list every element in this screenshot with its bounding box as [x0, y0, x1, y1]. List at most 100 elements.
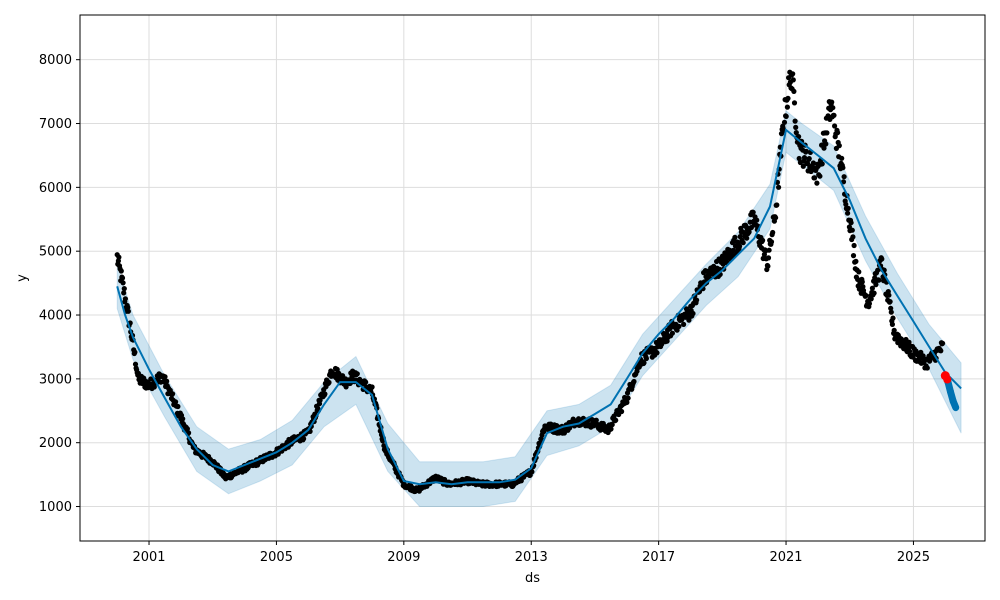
observed-point [120, 280, 126, 286]
observed-point [835, 130, 841, 136]
observed-point [781, 119, 788, 125]
observed-point [363, 379, 369, 385]
x-axis-ticks: 2001 2005 2009 2013 2017 2021 2025 [132, 541, 930, 565]
y-tick-label: 4000 [39, 309, 72, 324]
latest-observation-point [943, 375, 952, 384]
observed-point [690, 310, 696, 317]
forecast-trend-line [116, 128, 962, 486]
observed-point [866, 301, 873, 307]
observed-point [875, 267, 881, 273]
observed-point [801, 155, 808, 161]
observed-point [886, 292, 892, 298]
observed-point [806, 156, 812, 162]
observed-point [765, 255, 772, 261]
observed-point [792, 118, 798, 124]
observed-point [796, 155, 802, 162]
observed-point [132, 349, 138, 355]
observed-point [608, 426, 614, 432]
observed-point [744, 235, 750, 241]
observed-point [122, 296, 128, 302]
observed-point [760, 237, 766, 243]
y-axis-ticks: 1000 2000 3000 4000 5000 6000 7000 8000 [39, 53, 80, 515]
observed-point [793, 124, 799, 130]
observed-point [814, 180, 820, 186]
observed-point [774, 202, 780, 208]
x-tick-label: 2025 [897, 550, 930, 565]
observed-point [773, 215, 779, 221]
observed-point [162, 374, 168, 380]
observed-point [681, 321, 687, 327]
y-tick-label: 3000 [39, 372, 72, 387]
observed-point [770, 229, 776, 236]
observed-point [518, 478, 524, 484]
observed-point [164, 378, 170, 384]
observed-point [906, 339, 912, 345]
observed-point [750, 209, 756, 215]
y-axis-title: y [15, 274, 30, 282]
observed-point [790, 77, 796, 83]
x-tick-label: 2001 [132, 550, 165, 565]
observed-point [888, 305, 894, 311]
observed-point [860, 284, 866, 290]
observed-point [369, 384, 375, 390]
observed-point [843, 201, 849, 207]
observed-point [793, 130, 799, 136]
observed-point [170, 391, 176, 397]
observed-point [654, 350, 660, 356]
y-tick-label: 1000 [39, 500, 72, 515]
observed-point [132, 361, 139, 367]
y-tick-label: 8000 [39, 53, 72, 68]
observed-point [791, 100, 798, 106]
observed-point [938, 348, 944, 354]
observed-point [868, 296, 874, 302]
observed-point [848, 220, 854, 226]
observed-point [849, 227, 855, 233]
observed-point [776, 184, 782, 190]
observed-point [851, 242, 857, 249]
observed-point [812, 175, 818, 181]
observed-point [740, 240, 746, 246]
observed-point [876, 277, 882, 283]
observed-point [887, 299, 893, 305]
observed-point [664, 338, 670, 344]
observed-point [631, 378, 637, 385]
observed-point [768, 239, 775, 245]
observed-point [836, 143, 842, 149]
uncertainty-band-area [116, 109, 962, 507]
observed-point [940, 340, 946, 346]
observed-point [845, 205, 851, 211]
observed-point [326, 379, 332, 386]
observed-point [830, 105, 836, 111]
y-tick-label: 2000 [39, 436, 72, 451]
plot-frame [79, 14, 986, 542]
observed-point [924, 365, 930, 371]
observed-point [322, 391, 328, 397]
observed-point [625, 395, 631, 401]
x-tick-label: 2009 [387, 550, 420, 565]
forecast-trend-path [116, 128, 962, 486]
observed-point [119, 275, 126, 281]
observed-point [643, 355, 650, 362]
observed-point [732, 234, 738, 240]
observed-point [125, 308, 131, 314]
observed-point [766, 247, 772, 253]
observed-point [800, 163, 806, 169]
observed-point [593, 417, 599, 423]
observed-point [803, 148, 809, 154]
observed-point [845, 210, 851, 216]
observed-point [529, 469, 535, 475]
observed-point [824, 130, 830, 136]
future-forecast [940, 371, 960, 412]
observed-point [180, 416, 186, 422]
y-tick-label: 5000 [39, 245, 72, 260]
observed-point [871, 290, 877, 296]
observed-point [839, 155, 845, 161]
observed-point [823, 141, 829, 147]
observed-point [853, 258, 859, 264]
observed-point [831, 112, 837, 118]
observed-point [173, 399, 179, 405]
x-axis-title: ds [525, 571, 540, 586]
observed-point [840, 165, 846, 171]
observed-point [118, 268, 124, 274]
observed-point [888, 309, 894, 315]
